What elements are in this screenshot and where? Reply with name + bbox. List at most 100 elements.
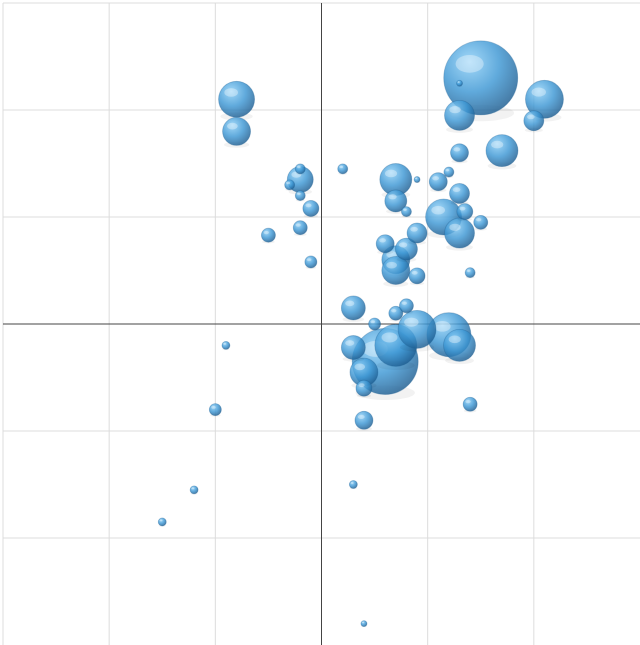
bubble-highlight	[223, 342, 227, 345]
bubble-highlight	[466, 269, 471, 272]
bubble-highlight	[465, 399, 471, 404]
bubble	[294, 163, 306, 175]
axes	[3, 3, 640, 645]
bubble	[456, 79, 463, 87]
bubble-point	[523, 110, 545, 133]
bubble-point	[157, 517, 167, 527]
bubble-highlight	[263, 230, 269, 235]
bubble	[218, 80, 255, 118]
bubble-highlight	[431, 205, 446, 215]
bubble	[294, 190, 306, 202]
bubble	[354, 410, 374, 430]
bubble	[450, 143, 469, 163]
bubble-highlight	[403, 208, 407, 211]
bubble-highlight	[296, 192, 301, 195]
bubble-point	[221, 340, 231, 351]
bubble-highlight	[491, 140, 504, 149]
bubble	[408, 267, 426, 285]
bubble-point	[218, 80, 255, 121]
bubble-point	[388, 305, 404, 322]
bubble	[337, 163, 349, 175]
bubble	[388, 305, 404, 321]
bubble-highlight	[388, 194, 397, 200]
bubble-point	[381, 256, 411, 287]
bubble-point	[337, 163, 349, 175]
bubble-point	[284, 179, 296, 191]
bubble-point	[473, 214, 489, 231]
bubble-point	[485, 134, 519, 170]
bubble-highlight	[159, 519, 163, 522]
bubble	[443, 166, 455, 178]
bubble	[397, 309, 437, 349]
bubble-point	[294, 163, 306, 175]
bubble	[284, 179, 296, 191]
bubble	[449, 183, 470, 204]
bubble	[406, 222, 428, 244]
bubble	[368, 317, 381, 331]
bubble	[523, 110, 545, 132]
bubble	[340, 335, 366, 360]
bubble-point	[355, 379, 373, 398]
bubble-highlight	[452, 187, 461, 193]
bubble-highlight	[386, 251, 397, 258]
bubble-highlight	[531, 87, 546, 97]
bubble-point	[444, 217, 475, 251]
bubble-point	[395, 237, 418, 262]
bubble	[464, 267, 476, 279]
bubble-highlight	[432, 176, 440, 181]
bubble-point	[304, 255, 318, 269]
bubble	[302, 200, 320, 217]
bubble-point	[462, 396, 478, 413]
bubble	[443, 40, 519, 116]
bubble-highlight	[381, 332, 398, 343]
bubble-highlight	[305, 203, 312, 208]
bubble-highlight	[410, 226, 418, 232]
bubble-highlight	[296, 165, 301, 169]
bubble-highlight	[398, 242, 408, 248]
bubble-point	[444, 99, 475, 133]
bubble	[413, 176, 421, 183]
bubble-highlight	[357, 414, 365, 420]
bubble	[399, 298, 414, 314]
bubble-point	[397, 309, 437, 352]
bubble-point	[443, 166, 455, 178]
bubble	[456, 203, 474, 221]
bubble-highlight	[224, 88, 239, 97]
bubble-highlight	[227, 122, 238, 130]
bubble-highlight	[445, 168, 450, 172]
bubble-highlight	[295, 223, 301, 227]
bubble	[428, 172, 448, 192]
bubble-point	[375, 234, 395, 255]
bubble-point	[340, 335, 366, 362]
bubble-point	[384, 189, 408, 214]
bubble-highlight	[345, 300, 355, 307]
bubble-highlight	[306, 258, 312, 262]
bubble-highlight	[459, 206, 466, 211]
bubble-highlight	[433, 321, 451, 332]
bubble	[360, 620, 368, 627]
bubble-point	[399, 298, 414, 314]
bubble	[462, 396, 478, 412]
bubble-highlight	[449, 223, 461, 231]
bubble-highlight	[527, 114, 535, 120]
bubble-highlight	[448, 335, 461, 344]
bubble-point	[222, 116, 251, 148]
bubble-highlight	[379, 238, 386, 243]
bubble-point	[408, 267, 426, 286]
bubble-highlight	[384, 169, 398, 178]
bubble-highlight	[415, 177, 418, 180]
bubble	[384, 189, 408, 213]
bubble	[189, 485, 199, 495]
bubble	[157, 517, 167, 527]
bubble	[208, 403, 222, 417]
bubble	[340, 295, 366, 321]
bubble	[485, 134, 519, 168]
bubble-point	[449, 183, 470, 206]
bubble-point	[302, 200, 320, 218]
bubble	[381, 256, 411, 285]
bubble-point	[401, 206, 412, 218]
bubble-point	[443, 40, 519, 122]
bubble	[348, 480, 358, 489]
bubble	[375, 234, 395, 254]
